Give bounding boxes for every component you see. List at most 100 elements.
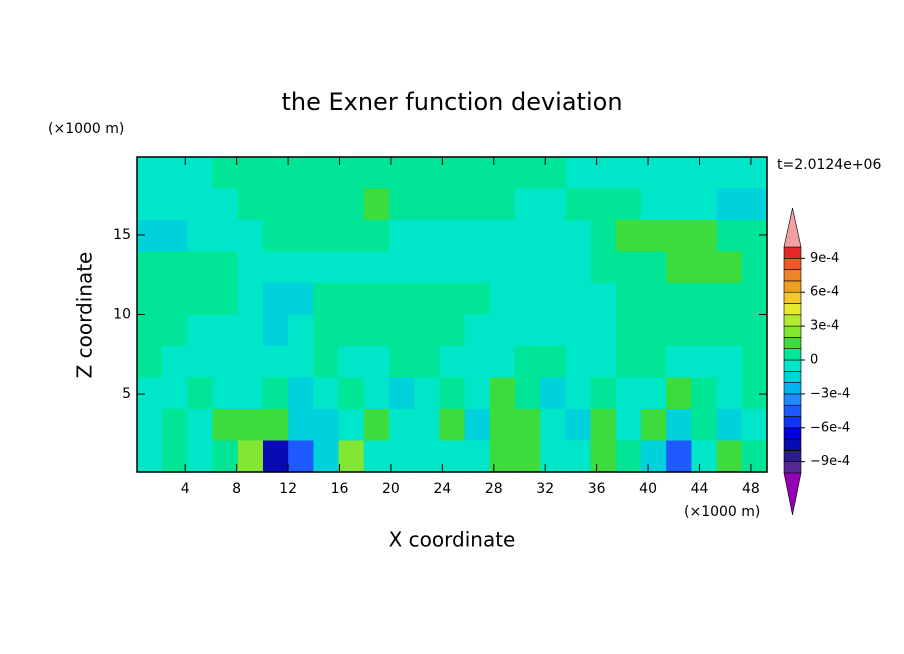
field-cell	[137, 283, 163, 316]
field-cell	[464, 346, 491, 379]
field-cell	[565, 377, 592, 410]
field-cell	[641, 346, 667, 379]
field-cell	[313, 440, 340, 473]
field-cell	[464, 157, 491, 190]
field-cell	[515, 283, 541, 316]
x-tick-label: 24	[433, 481, 451, 497]
field-cell	[666, 220, 692, 253]
field-cell	[691, 188, 718, 221]
field-cell	[691, 157, 718, 190]
field-cell	[137, 188, 163, 221]
field-cell	[414, 188, 440, 221]
field-cell	[389, 157, 415, 190]
field-cell	[741, 440, 768, 473]
colorbar-box	[783, 359, 802, 372]
field-cell	[313, 314, 340, 347]
field-cell	[565, 188, 592, 221]
field-cell	[137, 440, 163, 473]
field-cell	[389, 346, 415, 379]
field-cell	[212, 346, 239, 379]
field-cell	[716, 409, 743, 442]
field-cell	[615, 409, 642, 442]
field-cell	[187, 283, 214, 316]
field-cell	[263, 251, 289, 284]
field-cell	[439, 188, 466, 221]
field-cell	[237, 377, 264, 410]
field-cell	[338, 283, 365, 316]
field-cell	[741, 283, 768, 316]
field-cell	[338, 409, 365, 442]
field-cell	[565, 346, 592, 379]
field-cell	[590, 314, 617, 347]
field-cell	[615, 157, 642, 190]
field-cell	[439, 377, 466, 410]
colorbar-box	[783, 280, 802, 293]
field-cell	[363, 251, 390, 284]
x-tick-label: 12	[279, 481, 297, 497]
y-tick-label: 10	[113, 307, 131, 323]
colorbar-tick-label: 9e-4	[810, 251, 839, 266]
field-cell	[590, 220, 617, 253]
field-cell	[237, 157, 264, 190]
field-cell	[263, 283, 289, 316]
field-cell	[187, 188, 214, 221]
field-cell	[137, 314, 163, 347]
field-cell	[641, 409, 667, 442]
x-tick-label: 48	[742, 481, 760, 497]
field-cell	[237, 220, 264, 253]
colorbar-tick-label: 6e-4	[810, 285, 839, 300]
field-cell	[540, 220, 566, 253]
field-cell	[187, 157, 214, 190]
colorbar-box	[783, 438, 802, 451]
field-cell	[489, 346, 516, 379]
field-cell	[389, 188, 415, 221]
field-cell	[716, 188, 743, 221]
field-cell	[212, 377, 239, 410]
field-cell	[313, 251, 340, 284]
field-cell	[540, 314, 566, 347]
field-cell	[313, 283, 340, 316]
field-cell	[464, 251, 491, 284]
field-cell	[590, 440, 617, 473]
field-cell	[263, 157, 289, 190]
field-cell	[540, 440, 566, 473]
field-cell	[162, 346, 188, 379]
x-tick-label: 44	[691, 481, 709, 497]
field-cell	[615, 251, 642, 284]
field-cell	[666, 157, 692, 190]
field-cell	[338, 157, 365, 190]
field-cell	[439, 440, 466, 473]
field-cell	[741, 188, 768, 221]
field-cell	[464, 440, 491, 473]
field-cell	[313, 409, 340, 442]
field-cell	[691, 220, 718, 253]
colorbar-box	[783, 461, 802, 474]
field-cell	[414, 157, 440, 190]
field-cell	[641, 377, 667, 410]
colorbar-tick-label: −9e-4	[810, 454, 850, 469]
field-cell	[515, 377, 541, 410]
field-cell	[338, 188, 365, 221]
field-cell	[741, 346, 768, 379]
field-cell	[540, 157, 566, 190]
field-cell	[641, 251, 667, 284]
field-cell	[489, 283, 516, 316]
field-cell	[565, 283, 592, 316]
field-cell	[641, 440, 667, 473]
field-cell	[313, 377, 340, 410]
field-cell	[313, 157, 340, 190]
field-cell	[363, 283, 390, 316]
field-cell	[691, 346, 718, 379]
field-cell	[338, 377, 365, 410]
y-tick-label: 15	[113, 227, 131, 243]
field-cell	[414, 346, 440, 379]
field-cell	[288, 188, 314, 221]
field-cell	[212, 188, 239, 221]
field-cell	[212, 440, 239, 473]
colorbar-box	[783, 325, 802, 338]
field-cell	[187, 440, 214, 473]
field-cell	[162, 440, 188, 473]
field-cell	[691, 251, 718, 284]
field-cell	[666, 377, 692, 410]
